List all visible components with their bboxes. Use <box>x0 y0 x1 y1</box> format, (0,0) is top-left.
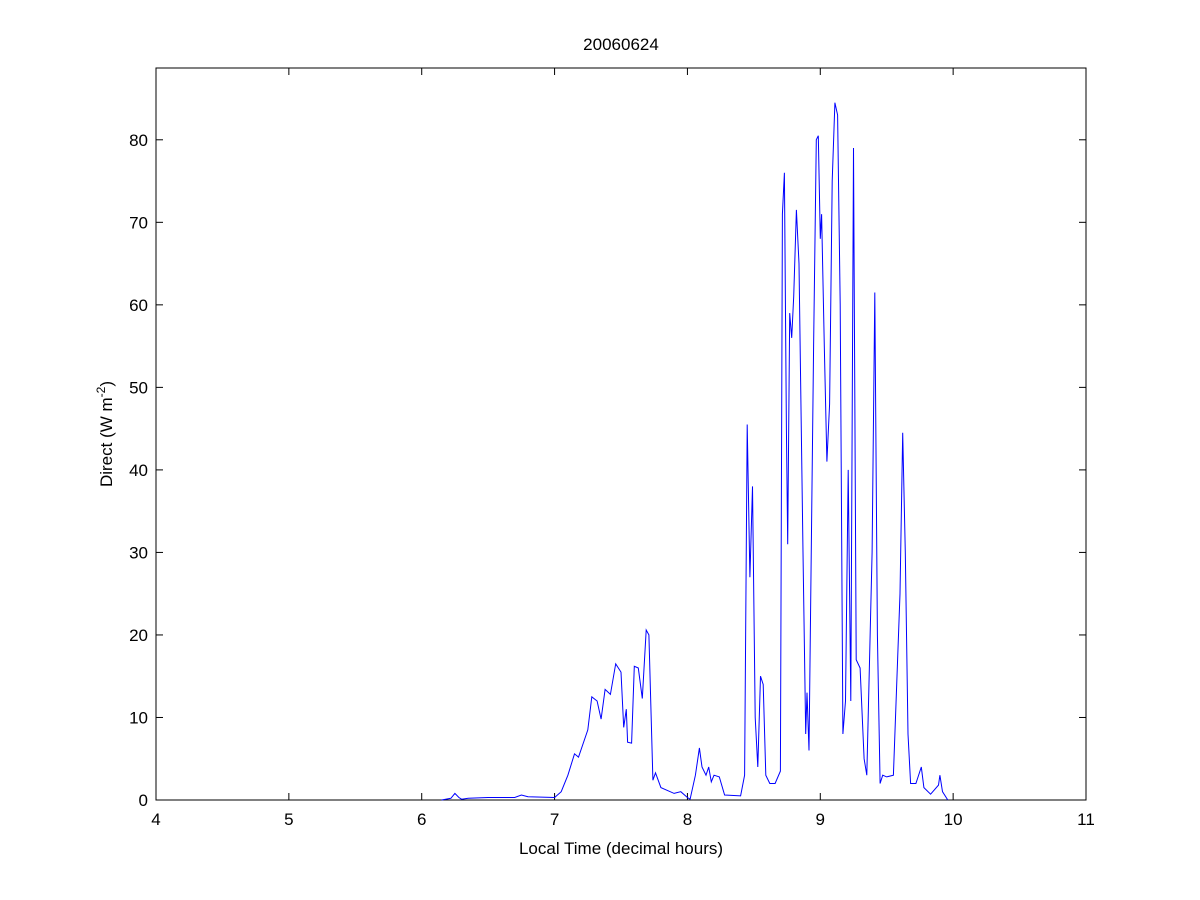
y-tick-label: 20 <box>129 626 148 645</box>
y-tick-label: 0 <box>139 791 148 810</box>
y-axis-label-end: ) <box>97 381 116 387</box>
y-tick-label: 50 <box>129 378 148 397</box>
series-line <box>441 102 949 801</box>
y-tick-label: 30 <box>129 543 148 562</box>
y-axis-label: Direct (W m-2) <box>94 381 116 487</box>
x-tick-label: 9 <box>816 810 825 829</box>
y-tick-label: 70 <box>129 213 148 232</box>
x-tick-label: 6 <box>417 810 426 829</box>
x-tick-label: 7 <box>550 810 559 829</box>
y-tick-label: 40 <box>129 461 148 480</box>
x-tick-label: 11 <box>1077 810 1095 829</box>
y-axis-label-sup: -2 <box>94 386 108 397</box>
y-tick-label: 60 <box>129 296 148 315</box>
x-tick-label: 10 <box>944 810 963 829</box>
y-tick-label: 80 <box>129 131 148 150</box>
y-tick-label: 10 <box>129 708 148 727</box>
x-tick-label: 8 <box>683 810 692 829</box>
y-axis-label-main: Direct (W m <box>97 397 116 487</box>
x-tick-label: 5 <box>284 810 293 829</box>
x-axis-label: Local Time (decimal hours) <box>519 839 723 858</box>
x-tick-label: 4 <box>151 810 160 829</box>
plot-area <box>155 67 1087 801</box>
chart-title: 20060624 <box>583 35 659 54</box>
